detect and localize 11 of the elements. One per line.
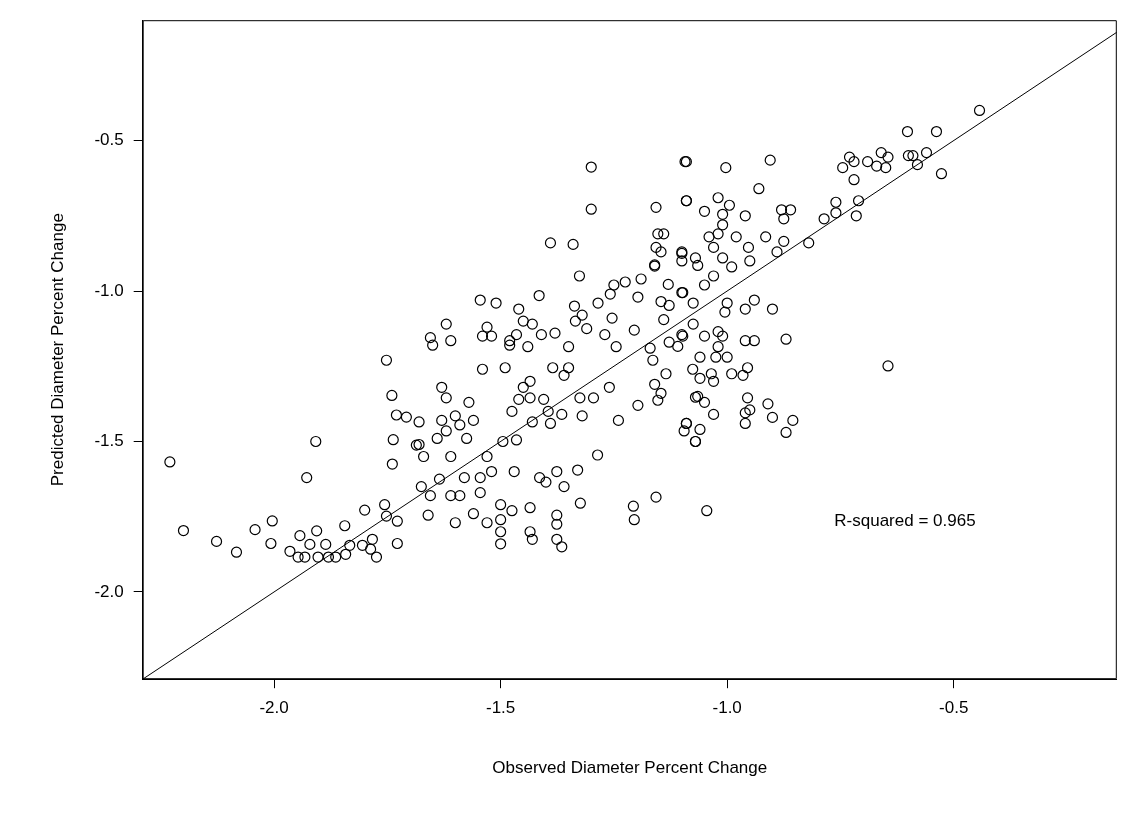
y-axis-title: Predicted Diameter Percent Change <box>47 213 67 487</box>
x-tick-label: -0.5 <box>939 698 969 718</box>
x-tick-label: -2.0 <box>259 698 289 718</box>
x-tick-label: -1.0 <box>712 698 742 718</box>
y-tick-label: -1.5 <box>94 431 124 451</box>
annotation: R-squared = 0.965 <box>834 510 976 530</box>
x-axis-title: Observed Diameter Percent Change <box>492 758 768 778</box>
y-tick-label: -2.0 <box>94 581 124 601</box>
x-tick-label: -1.5 <box>485 698 516 718</box>
y-tick-label: -1.0 <box>94 280 124 300</box>
y-tick-label: -0.5 <box>94 130 124 150</box>
